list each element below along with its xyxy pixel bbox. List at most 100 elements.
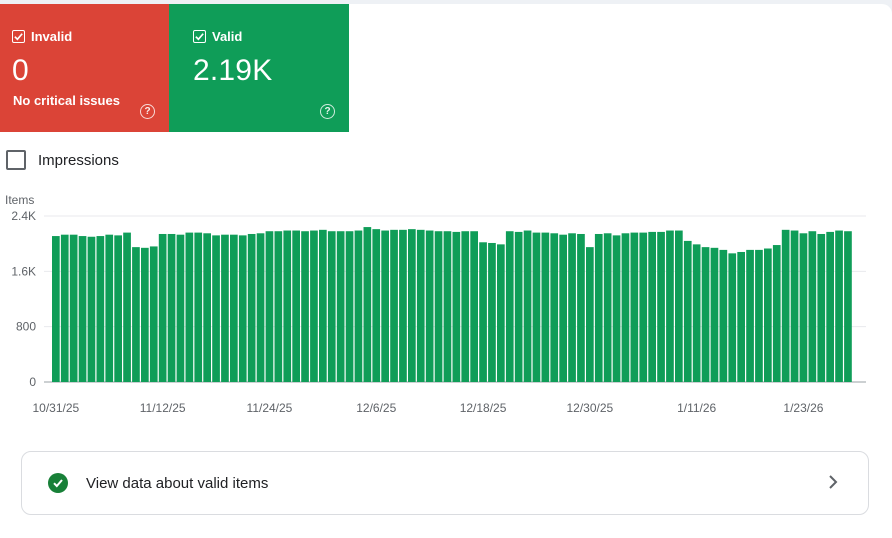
bar[interactable] — [470, 231, 478, 382]
bar[interactable] — [212, 235, 220, 382]
bar[interactable] — [354, 230, 363, 382]
bar[interactable] — [381, 230, 389, 382]
bar[interactable] — [772, 245, 781, 382]
bar[interactable] — [657, 231, 665, 382]
bar[interactable] — [247, 233, 256, 382]
bar[interactable] — [710, 247, 719, 382]
bar[interactable] — [790, 230, 799, 382]
bar[interactable] — [781, 229, 790, 382]
bar[interactable] — [52, 236, 60, 382]
bar[interactable] — [675, 230, 683, 382]
bar[interactable] — [203, 233, 211, 382]
bar[interactable] — [185, 232, 194, 382]
bar[interactable] — [541, 232, 550, 382]
bar[interactable] — [586, 247, 594, 383]
bar[interactable] — [132, 247, 140, 383]
valid-tile[interactable]: Valid 2.19K ? — [169, 4, 349, 132]
bar[interactable] — [514, 231, 523, 382]
bar[interactable] — [310, 230, 318, 382]
bar[interactable] — [345, 231, 354, 382]
bar[interactable] — [826, 231, 834, 382]
bar[interactable] — [194, 232, 203, 382]
bar[interactable] — [256, 233, 265, 382]
bar[interactable] — [363, 227, 372, 382]
bar[interactable] — [221, 234, 229, 382]
checkbox-unchecked-icon[interactable] — [6, 150, 26, 170]
checkbox-checked-icon[interactable] — [193, 30, 206, 43]
bar[interactable] — [167, 233, 176, 382]
bar[interactable] — [497, 244, 505, 382]
bar[interactable] — [158, 233, 167, 382]
impressions-toggle[interactable]: Impressions — [6, 150, 119, 170]
bar[interactable] — [532, 232, 541, 382]
bar[interactable] — [452, 231, 461, 382]
bar[interactable] — [372, 229, 381, 382]
bar[interactable] — [621, 233, 630, 382]
bar[interactable] — [692, 244, 701, 382]
bar[interactable] — [461, 231, 470, 382]
bar[interactable] — [577, 233, 585, 382]
bar[interactable] — [60, 234, 69, 382]
help-circle-icon[interactable]: ? — [140, 104, 155, 119]
bar[interactable] — [755, 249, 763, 382]
invalid-tile[interactable]: Invalid 0 No critical issues ? — [0, 4, 169, 132]
bar[interactable] — [301, 231, 309, 382]
bar[interactable] — [603, 233, 612, 382]
bar[interactable] — [69, 234, 78, 382]
bar[interactable] — [505, 231, 514, 382]
bar[interactable] — [230, 234, 238, 382]
bar[interactable] — [630, 232, 639, 382]
bar[interactable] — [799, 233, 808, 382]
bar[interactable] — [817, 233, 826, 382]
checkbox-checked-icon[interactable] — [12, 30, 25, 43]
bar[interactable] — [568, 233, 576, 382]
bar[interactable] — [559, 234, 567, 382]
bar[interactable] — [78, 236, 87, 382]
bar[interactable] — [274, 231, 283, 382]
bar[interactable] — [399, 229, 407, 382]
bar[interactable] — [238, 235, 247, 382]
bar[interactable] — [443, 231, 452, 382]
bar[interactable] — [683, 240, 692, 382]
bar[interactable] — [336, 231, 345, 382]
bar[interactable] — [728, 253, 737, 382]
bar[interactable] — [594, 233, 603, 382]
bar[interactable] — [123, 232, 131, 382]
bar[interactable] — [105, 234, 114, 382]
help-circle-icon[interactable]: ? — [320, 104, 335, 119]
bar[interactable] — [408, 229, 416, 382]
bar[interactable] — [319, 229, 327, 382]
bar[interactable] — [550, 233, 559, 382]
bar[interactable] — [488, 242, 496, 382]
bar[interactable] — [523, 230, 532, 382]
bar[interactable] — [737, 251, 745, 382]
bar[interactable] — [176, 234, 185, 382]
bar[interactable] — [390, 229, 398, 382]
bar[interactable] — [612, 235, 621, 382]
bar[interactable] — [479, 242, 487, 382]
bar[interactable] — [835, 230, 843, 382]
bar[interactable] — [114, 235, 122, 382]
bar[interactable] — [648, 231, 656, 382]
bar[interactable] — [87, 236, 96, 382]
bar[interactable] — [141, 247, 149, 382]
bar[interactable] — [416, 229, 425, 382]
view-valid-items-link[interactable]: View data about valid items — [21, 451, 869, 515]
bar[interactable] — [96, 236, 105, 382]
bar[interactable] — [265, 231, 274, 382]
bar[interactable] — [639, 232, 648, 382]
bar[interactable] — [746, 249, 754, 382]
bar[interactable] — [327, 231, 336, 382]
bar[interactable] — [425, 230, 434, 382]
bar[interactable] — [844, 231, 852, 382]
check-circle-icon — [48, 473, 68, 493]
bar[interactable] — [283, 230, 292, 382]
bar[interactable] — [808, 231, 817, 382]
bar[interactable] — [764, 248, 772, 382]
bar[interactable] — [292, 230, 300, 382]
bar[interactable] — [719, 249, 728, 382]
bar[interactable] — [149, 246, 158, 382]
bar[interactable] — [701, 247, 710, 383]
bar[interactable] — [666, 230, 674, 382]
bar[interactable] — [434, 231, 443, 382]
